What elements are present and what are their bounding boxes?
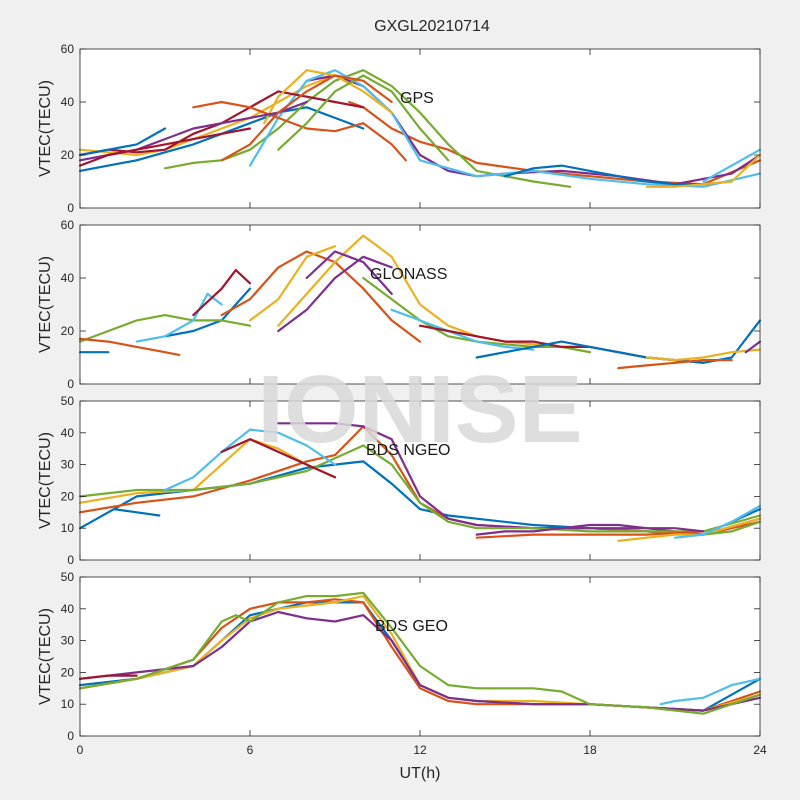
x-tick-label: 12 — [413, 743, 427, 757]
chart-title: GXGL20210714 — [374, 18, 490, 35]
y-tick-label: 40 — [61, 95, 75, 109]
y-axis-label: VTEC(TECU) — [37, 256, 54, 353]
y-axis-label: VTEC(TECU) — [37, 432, 54, 529]
series-line — [192, 269, 252, 317]
plot-area — [80, 577, 760, 736]
series-line — [192, 100, 407, 162]
series-line — [702, 520, 762, 536]
y-tick-label: 20 — [61, 324, 75, 338]
y-tick-label: 40 — [61, 426, 75, 440]
y-tick-label: 0 — [67, 553, 74, 567]
y-tick-label: 30 — [61, 634, 75, 648]
watermark-text: IONISE — [257, 356, 582, 463]
y-tick-label: 20 — [61, 148, 75, 162]
x-tick-label: 24 — [753, 743, 767, 757]
panel-1: 0 20 40 60 VTEC(TECU) GPS — [37, 42, 762, 215]
panel-3: 0 10 20 30 40 50 VTEC(TECU) BDS NGEO — [37, 394, 762, 567]
y-tick-label: 20 — [61, 489, 75, 503]
series-line — [617, 517, 762, 542]
series-line — [277, 234, 592, 354]
series-line — [163, 428, 337, 492]
series-line — [645, 153, 762, 188]
series-line — [263, 69, 393, 125]
panel-label: BDS NGEO — [366, 442, 450, 459]
series-line — [277, 74, 450, 162]
x-axis-label: UT(h) — [400, 765, 441, 782]
y-tick-label: 40 — [61, 271, 75, 285]
y-tick-label: 0 — [67, 377, 74, 391]
x-tick-label: 6 — [247, 743, 254, 757]
series-line — [78, 127, 167, 157]
y-tick-label: 60 — [61, 42, 75, 56]
y-tick-label: 20 — [61, 665, 75, 679]
series-line — [645, 348, 762, 362]
y-axis-label: VTEC(TECU) — [37, 80, 54, 177]
series-line — [673, 504, 762, 539]
panel-2: 0 20 40 60 VTEC(TECU) GLONASS — [37, 218, 762, 391]
y-tick-label: 50 — [61, 394, 75, 408]
series-line — [248, 245, 337, 322]
x-tick-label: 18 — [583, 743, 597, 757]
series-line — [475, 523, 705, 536]
y-tick-label: 0 — [67, 729, 74, 743]
series-line — [78, 127, 252, 167]
series-line — [78, 337, 181, 356]
series-line — [112, 508, 161, 517]
series-line — [390, 308, 535, 351]
series-line — [78, 425, 762, 536]
series-line — [78, 314, 252, 343]
series-line — [78, 444, 762, 533]
series-line — [248, 69, 762, 188]
series-line — [475, 530, 705, 539]
series-line — [659, 677, 762, 706]
y-tick-label: 10 — [61, 697, 75, 711]
series-line — [78, 74, 365, 157]
y-tick-label: 40 — [61, 602, 75, 616]
series-line — [702, 148, 762, 183]
y-tick-label: 30 — [61, 458, 75, 472]
x-tick-label: 0 — [77, 743, 84, 757]
y-tick-label: 10 — [61, 521, 75, 535]
panel-label: GLONASS — [370, 266, 447, 283]
series-line — [78, 591, 762, 715]
series-line — [78, 674, 138, 680]
series-line — [220, 438, 337, 479]
series-line — [305, 250, 393, 295]
series-line — [617, 359, 733, 370]
panel-4: 0 6 12 18 24 0 10 20 30 40 50 VTEC(TECU) BDS GEO — [37, 570, 767, 757]
panel-label: GPS — [400, 90, 434, 107]
y-axis-label: VTEC(TECU) — [37, 608, 54, 705]
series-line — [220, 250, 422, 343]
series-line — [744, 340, 762, 354]
y-tick-label: 50 — [61, 570, 75, 584]
y-tick-label: 0 — [67, 201, 74, 215]
series-line — [277, 255, 393, 333]
panel-label: BDS GEO — [375, 618, 448, 635]
y-tick-label: 60 — [61, 218, 75, 232]
series-line — [220, 74, 393, 162]
